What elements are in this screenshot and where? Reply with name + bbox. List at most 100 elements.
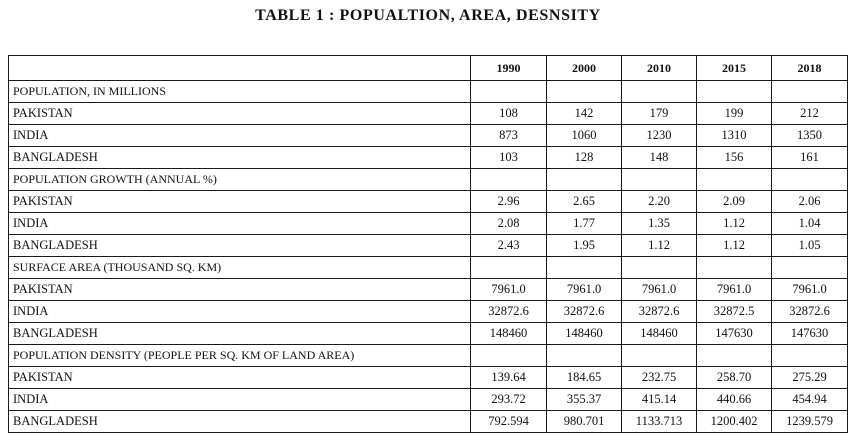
value-cell: 32872.6 (546, 300, 622, 323)
value-cell: 1.95 (546, 234, 622, 257)
value-cell: 232.75 (621, 366, 697, 389)
value-cell: 275.29 (771, 366, 848, 389)
country-label: INDIA (8, 124, 471, 147)
value-cell: 1.05 (771, 234, 848, 257)
value-cell: 2.65 (546, 190, 622, 213)
value-cell: 454.94 (771, 388, 848, 411)
value-cell: 258.70 (696, 366, 772, 389)
data-table: 1990 2000 2010 2015 2018 POPULATION, IN … (8, 55, 848, 433)
country-label: INDIA (8, 212, 471, 235)
value-cell: 139.64 (470, 366, 547, 389)
table-row: INDIA 873 1060 1230 1310 1350 (8, 124, 848, 147)
table-row: PAKISTAN 139.64 184.65 232.75 258.70 275… (8, 366, 848, 389)
value-cell: 1230 (621, 124, 697, 147)
value-cell: 7961.0 (470, 278, 547, 301)
table-row: BANGLADESH 103 128 148 156 161 (8, 146, 848, 169)
value-cell: 161 (771, 146, 848, 169)
section-heading: SURFACE AREA (THOUSAND SQ. KM) (8, 256, 471, 279)
value-cell: 1310 (696, 124, 772, 147)
value-cell: 199 (696, 102, 772, 125)
value-cell: 184.65 (546, 366, 622, 389)
country-label: BANGLADESH (8, 322, 471, 345)
value-cell: 1239.579 (771, 410, 848, 433)
value-cell: 2.06 (771, 190, 848, 213)
section-heading-row: POPULATION GROWTH (ANNUAL %) (8, 168, 848, 191)
value-cell: 148460 (470, 322, 547, 345)
value-cell: 792.594 (470, 410, 547, 433)
value-cell: 212 (771, 102, 848, 125)
value-cell: 415.14 (621, 388, 697, 411)
year-header: 2010 (621, 55, 697, 81)
value-cell: 32872.6 (621, 300, 697, 323)
value-cell: 147630 (771, 322, 848, 345)
value-cell: 293.72 (470, 388, 547, 411)
value-cell: 440.66 (696, 388, 772, 411)
value-cell: 1200.402 (696, 410, 772, 433)
value-cell: 1.35 (621, 212, 697, 235)
value-cell: 1.77 (546, 212, 622, 235)
section-heading-row: POPULATION, IN MILLIONS (8, 80, 848, 103)
value-cell: 1.12 (696, 234, 772, 257)
country-label: PAKISTAN (8, 278, 471, 301)
table-row: INDIA 32872.6 32872.6 32872.6 32872.5 32… (8, 300, 848, 323)
value-cell: 2.09 (696, 190, 772, 213)
value-cell: 2.96 (470, 190, 547, 213)
value-cell: 142 (546, 102, 622, 125)
section-heading-row: POPULATION DENSITY (PEOPLE PER SQ. KM OF… (8, 344, 848, 367)
value-cell: 1060 (546, 124, 622, 147)
year-header: 2018 (771, 55, 848, 81)
country-label: INDIA (8, 388, 471, 411)
year-header: 2015 (696, 55, 772, 81)
table-row: BANGLADESH 792.594 980.701 1133.713 1200… (8, 410, 848, 433)
country-label: BANGLADESH (8, 146, 471, 169)
value-cell: 1133.713 (621, 410, 697, 433)
country-label: BANGLADESH (8, 410, 471, 433)
table-row: BANGLADESH 148460 148460 148460 147630 1… (8, 322, 848, 345)
section-heading-row: SURFACE AREA (THOUSAND SQ. KM) (8, 256, 848, 279)
value-cell: 1.04 (771, 212, 848, 235)
value-cell: 179 (621, 102, 697, 125)
header-row: 1990 2000 2010 2015 2018 (8, 55, 848, 81)
table-row: PAKISTAN 108 142 179 199 212 (8, 102, 848, 125)
value-cell: 32872.6 (771, 300, 848, 323)
value-cell: 147630 (696, 322, 772, 345)
country-label: PAKISTAN (8, 190, 471, 213)
value-cell: 355.37 (546, 388, 622, 411)
value-cell: 128 (546, 146, 622, 169)
value-cell: 32872.6 (470, 300, 547, 323)
year-header: 2000 (546, 55, 622, 81)
country-label: PAKISTAN (8, 102, 471, 125)
value-cell: 7961.0 (771, 278, 848, 301)
table-row: PAKISTAN 2.96 2.65 2.20 2.09 2.06 (8, 190, 848, 213)
section-heading: POPULATION GROWTH (ANNUAL %) (8, 168, 471, 191)
value-cell: 7961.0 (696, 278, 772, 301)
country-label: INDIA (8, 300, 471, 323)
value-cell: 7961.0 (621, 278, 697, 301)
country-label: PAKISTAN (8, 366, 471, 389)
value-cell: 148460 (621, 322, 697, 345)
value-cell: 2.20 (621, 190, 697, 213)
value-cell: 2.43 (470, 234, 547, 257)
value-cell: 873 (470, 124, 547, 147)
header-corner-cell (8, 55, 471, 81)
table-row: INDIA 2.08 1.77 1.35 1.12 1.04 (8, 212, 848, 235)
value-cell: 7961.0 (546, 278, 622, 301)
value-cell: 156 (696, 146, 772, 169)
value-cell: 1.12 (696, 212, 772, 235)
value-cell: 148 (621, 146, 697, 169)
value-cell: 148460 (546, 322, 622, 345)
value-cell: 980.701 (546, 410, 622, 433)
table-row: PAKISTAN 7961.0 7961.0 7961.0 7961.0 796… (8, 278, 848, 301)
value-cell: 1350 (771, 124, 848, 147)
country-label: BANGLADESH (8, 234, 471, 257)
table-title: TABLE 1 : POPUALTION, AREA, DESNSITY (255, 7, 601, 24)
value-cell: 103 (470, 146, 547, 169)
table-row: BANGLADESH 2.43 1.95 1.12 1.12 1.05 (8, 234, 848, 257)
year-header: 1990 (470, 55, 547, 81)
section-heading: POPULATION DENSITY (PEOPLE PER SQ. KM OF… (8, 344, 471, 367)
table-row: INDIA 293.72 355.37 415.14 440.66 454.94 (8, 388, 848, 411)
section-heading: POPULATION, IN MILLIONS (8, 80, 471, 103)
value-cell: 108 (470, 102, 547, 125)
value-cell: 1.12 (621, 234, 697, 257)
value-cell: 32872.5 (696, 300, 772, 323)
